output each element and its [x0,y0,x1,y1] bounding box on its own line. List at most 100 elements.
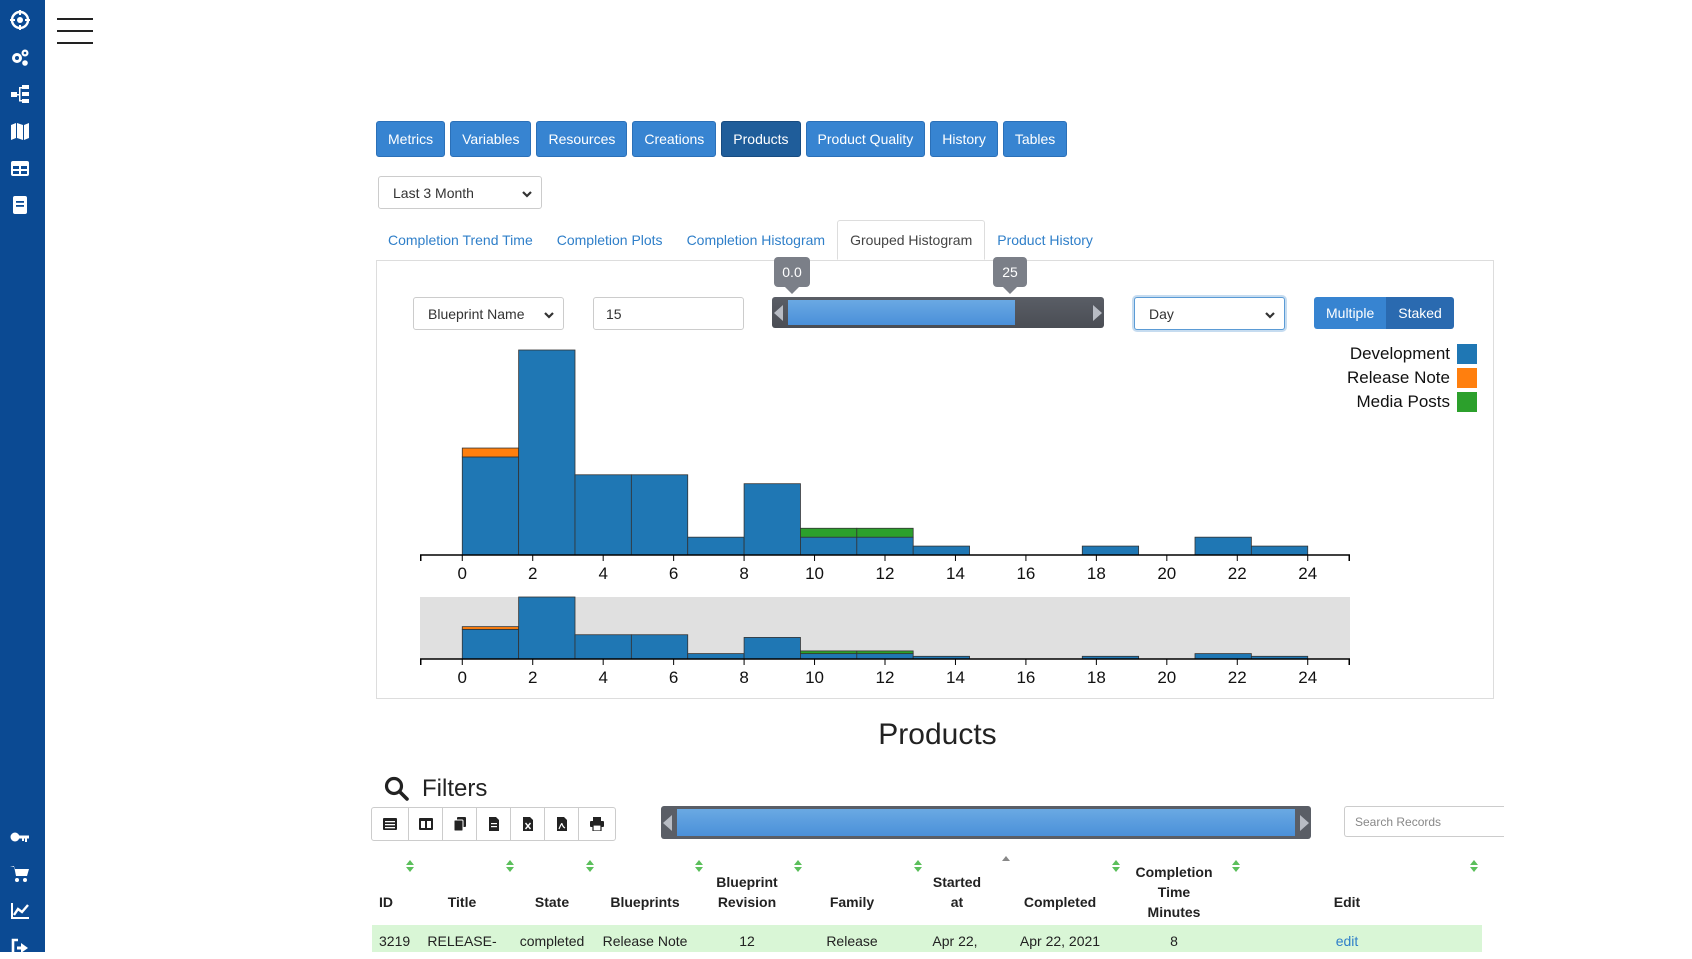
chart-legend: Development Release Note Media Posts [1347,342,1477,414]
tab-tables[interactable]: Tables [1002,121,1068,157]
table-horizontal-scrollbar[interactable] [661,806,1311,839]
group-by-select[interactable]: Blueprint Name [413,297,564,330]
x-tick-label: 18 [1087,564,1106,583]
legend-swatch [1457,392,1477,412]
histogram-bar-release-note [461,626,520,630]
map-icon[interactable] [9,120,31,142]
cogs-icon[interactable] [9,46,31,68]
subtab-grouped-histogram[interactable]: Grouped Histogram [837,220,986,260]
search-records-input[interactable]: Search Records [1344,806,1504,837]
histogram-bar-media-posts [800,527,858,538]
tab-history[interactable]: History [930,121,998,157]
chart-line-icon[interactable] [9,900,31,922]
scroll-right-arrow-icon[interactable] [1300,815,1309,831]
histogram-overview-chart[interactable]: 0 2 4 6 8 10 12 14 16 18 20 22 24 [420,585,1350,687]
excel-icon[interactable] [510,807,545,841]
column-header-id[interactable]: ID [379,894,393,910]
slider-right-arrow-icon[interactable] [1093,305,1102,321]
sort-icon[interactable] [1470,860,1478,872]
copy-icon[interactable] [442,807,477,841]
sort-icon[interactable] [506,860,514,872]
column-header-completion-time-minutes[interactable]: Completion Time Minutes [1135,864,1213,920]
sort-icon[interactable] [1112,860,1120,872]
csv-icon[interactable] [476,807,511,841]
products-table-header: ID Title State Blueprints Blueprint Revis… [372,850,1482,920]
mode-staked-button[interactable]: Staked [1386,297,1454,329]
column-header-state[interactable]: State [534,894,570,910]
range-slider-fill[interactable] [788,300,1015,325]
sort-ascending-icon[interactable] [1002,856,1010,861]
tab-products[interactable]: Products [721,121,801,157]
histogram-bar-development [687,536,745,556]
sort-icon[interactable] [406,860,414,872]
search-icon [384,776,409,801]
edit-link[interactable]: edit [1335,933,1359,949]
scrollbar-thumb[interactable] [677,809,1295,836]
period-select[interactable]: Last 3 Month [378,176,542,209]
subtab-completion-trend-time[interactable]: Completion Trend Time [388,232,533,248]
histogram-bar-development [1250,545,1309,556]
column-header-family[interactable]: Family [829,894,875,910]
legend-item-development: Development [1347,342,1477,366]
column-header-completed[interactable]: Completed [1023,894,1097,910]
histogram-bar-media-posts [800,650,858,655]
histogram-bar-media-posts [856,527,914,538]
key-icon[interactable] [9,826,31,848]
sitemap-icon[interactable] [9,83,31,105]
x-tick-label: 12 [876,564,895,583]
print-icon[interactable] [578,807,616,841]
products-title: Products [878,718,997,751]
column-header-edit[interactable]: Edit [1333,894,1361,910]
table-icon[interactable] [9,157,31,179]
tab-creations[interactable]: Creations [632,121,717,157]
subtab-completion-histogram[interactable]: Completion Histogram [686,232,826,248]
bins-input[interactable]: 15 [593,297,744,330]
scroll-left-arrow-icon[interactable] [663,815,672,831]
table-row[interactable]: 3219 RELEASE- completed Release Note 12 … [372,925,1482,952]
range-max-tooltip: 25 [993,257,1027,294]
sort-icon[interactable] [695,860,703,872]
histogram-bar-development [800,653,858,660]
crosshair-icon[interactable] [9,9,31,31]
book-icon[interactable] [9,194,31,216]
sign-out-icon[interactable] [9,937,31,959]
sort-icon[interactable] [914,860,922,872]
sort-icon[interactable] [586,860,594,872]
histogram-bar-development [856,653,914,660]
columns-icon[interactable] [408,807,443,841]
cell-state: completed [519,933,585,949]
subtab-completion-plots[interactable]: Completion Plots [556,232,663,248]
slider-left-arrow-icon[interactable] [774,305,783,321]
histogram-bar-release-note [461,447,520,458]
range-slider[interactable] [772,297,1104,328]
subtab-product-history[interactable]: Product History [997,232,1093,248]
interval-select[interactable]: Day [1134,297,1285,330]
cell-minutes: 8 [1170,933,1178,949]
sort-icon[interactable] [1232,860,1240,872]
cell-completed: Apr 22, 2021 [1019,933,1101,949]
x-tick-label: 0 [458,564,467,583]
tab-product-quality[interactable]: Product Quality [805,121,926,157]
x-tick-label: 14 [946,668,965,687]
hamburger-menu-icon[interactable] [57,18,93,44]
pdf-icon[interactable] [544,807,579,841]
mode-multiple-button[interactable]: Multiple [1314,297,1387,329]
column-header-started-at[interactable]: Started at [932,874,982,910]
filters-header[interactable]: Filters [384,775,487,803]
filters-label: Filters [422,775,488,802]
x-tick-label: 20 [1157,564,1176,583]
cell-id: 3219 [379,933,411,949]
cart-icon[interactable] [9,863,31,885]
x-tick-label: 2 [528,564,537,583]
column-header-blueprints[interactable]: Blueprints [610,894,680,910]
histogram-bar-development [461,456,520,556]
tab-resources[interactable]: Resources [536,121,628,157]
column-header-title[interactable]: Title [447,894,477,910]
x-tick-label: 22 [1228,668,1247,687]
list-icon[interactable] [371,807,409,841]
sort-icon[interactable] [794,860,802,872]
tab-metrics[interactable]: Metrics [376,121,446,157]
tab-variables[interactable]: Variables [450,121,532,157]
histogram-bar-development [912,545,970,556]
column-header-blueprint-revision[interactable]: Blueprint Revision [716,874,778,910]
